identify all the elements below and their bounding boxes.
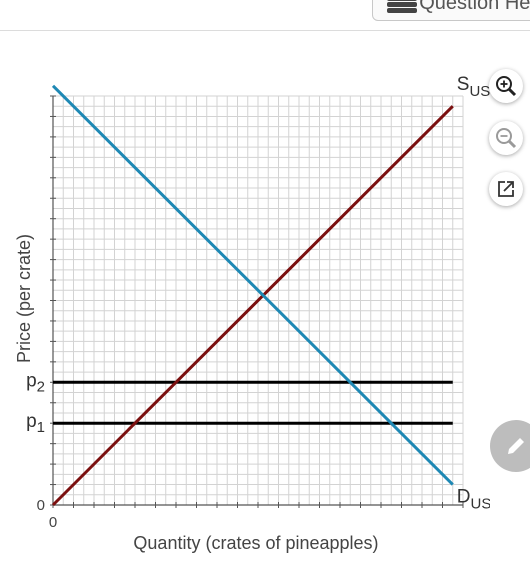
open-external-button[interactable]	[489, 172, 523, 206]
list-icon	[387, 0, 417, 13]
demand-curve-line	[51, 84, 454, 486]
supply-demand-chart: SUS DUS p2 p1 0 0 Quantity (crates of pi…	[14, 74, 490, 553]
zoom-in-button[interactable]	[489, 69, 523, 103]
chart-grid	[52, 95, 464, 506]
supply-curve-label: SUS	[457, 74, 490, 100]
edit-button[interactable]	[490, 420, 530, 472]
top-bar: Question Help	[0, 0, 530, 31]
zoom-out-button[interactable]	[489, 121, 523, 155]
price-label-p2: p2	[26, 370, 45, 395]
pencil-icon	[508, 438, 524, 454]
question-help-button[interactable]: Question Help	[372, 0, 530, 21]
question-help-label: Question Help	[419, 0, 530, 14]
zoom-in-icon	[496, 76, 517, 97]
external-link-icon	[498, 181, 514, 197]
demand-curve-label: DUS	[457, 487, 490, 513]
supply-curve-line	[51, 105, 454, 507]
price-label-p1: p1	[26, 411, 45, 436]
y-axis-label: Price (per crate)	[14, 234, 34, 363]
zoom-out-icon	[496, 128, 517, 149]
x-axis-label: Quantity (crates of pineapples)	[133, 533, 378, 553]
x-origin-label: 0	[49, 514, 57, 531]
y-origin-label: 0	[37, 497, 45, 514]
